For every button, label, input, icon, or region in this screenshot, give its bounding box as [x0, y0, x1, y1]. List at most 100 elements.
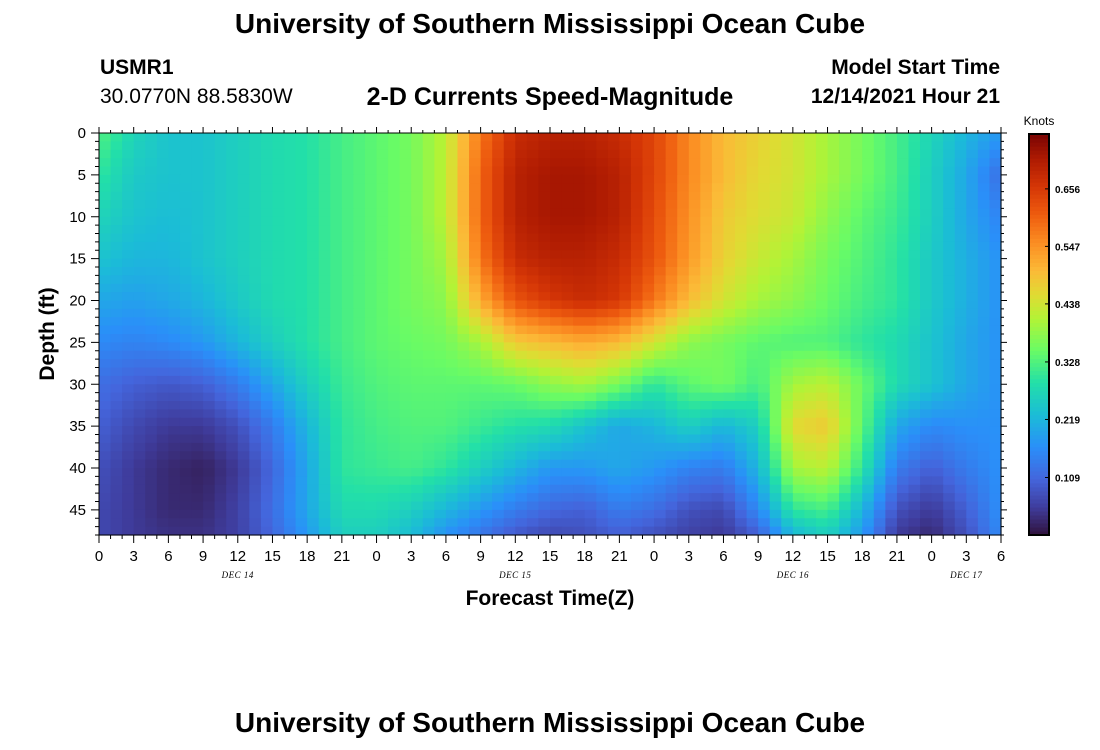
heatmap-cell	[122, 384, 135, 394]
heatmap-cell	[862, 476, 875, 486]
heatmap-cell	[596, 509, 609, 519]
heatmap-cell	[862, 241, 875, 251]
heatmap-cell	[388, 459, 401, 469]
heatmap-cell	[931, 216, 944, 226]
heatmap-cell	[330, 409, 343, 419]
heatmap-cell	[873, 509, 886, 519]
heatmap-cell	[122, 426, 135, 436]
heatmap-cell	[295, 451, 308, 461]
heatmap-cell	[688, 325, 701, 335]
heatmap-cell	[526, 208, 540, 218]
heatmap-cell	[596, 476, 609, 486]
heatmap-cell	[434, 442, 447, 452]
heatmap-cell	[503, 468, 516, 477]
heatmap-cell	[839, 208, 852, 218]
heatmap-cell	[711, 283, 725, 293]
colorbar-swatch	[1029, 382, 1049, 388]
heatmap-cell	[792, 367, 806, 377]
heatmap-cell	[677, 526, 690, 536]
heatmap-cell	[388, 283, 401, 293]
heatmap-cell	[630, 292, 644, 302]
heatmap-cell	[931, 250, 944, 260]
heatmap-cell	[642, 133, 655, 142]
heatmap-cell	[550, 225, 563, 235]
heatmap-cell	[99, 375, 112, 385]
heatmap-cell	[781, 133, 794, 142]
heatmap-cell	[850, 183, 863, 193]
heatmap-cell	[931, 518, 944, 528]
heatmap-cell	[492, 451, 505, 461]
heatmap-cell	[573, 200, 586, 209]
heatmap-cell	[260, 484, 274, 494]
heatmap-cell	[850, 300, 863, 310]
heatmap-cell	[457, 526, 470, 536]
heatmap-cell	[168, 359, 181, 369]
heatmap-cell	[954, 459, 967, 469]
heatmap-cell	[596, 300, 609, 310]
heatmap-cell	[943, 166, 956, 176]
heatmap-cell	[885, 334, 898, 343]
heatmap-cell	[642, 434, 655, 444]
y-tick-label: 45	[69, 502, 86, 519]
heatmap-cell	[156, 459, 169, 469]
heatmap-cell	[480, 501, 493, 511]
heatmap-cell	[226, 409, 239, 419]
heatmap-cell	[353, 225, 366, 235]
heatmap-cell	[966, 200, 979, 209]
heatmap-cell	[977, 401, 991, 410]
heatmap-cell	[434, 392, 447, 402]
heatmap-cell	[503, 334, 516, 343]
heatmap-cell	[677, 158, 690, 168]
heatmap-cell	[746, 442, 759, 452]
heatmap-cell	[688, 141, 701, 151]
heatmap-cell	[272, 141, 285, 151]
heatmap-cell	[469, 493, 482, 503]
heatmap-cell	[122, 375, 135, 385]
heatmap-cell	[492, 133, 505, 142]
heatmap-cell	[827, 275, 840, 285]
heatmap-cell	[122, 401, 135, 410]
heatmap-cell	[619, 250, 632, 260]
heatmap-cell	[943, 476, 956, 486]
heatmap-cell	[226, 493, 239, 503]
heatmap-cell	[746, 476, 759, 486]
heatmap-cell	[977, 174, 991, 184]
heatmap-cell	[989, 501, 1002, 511]
colorbar-label: Knots	[1024, 114, 1055, 128]
heatmap-cell	[989, 526, 1002, 536]
heatmap-cell	[758, 392, 771, 402]
heatmap-cell	[99, 174, 112, 184]
heatmap-cell	[179, 308, 193, 318]
heatmap-cell	[781, 225, 794, 235]
heatmap-cell	[896, 225, 910, 235]
heatmap-cell	[260, 501, 274, 511]
heatmap-cell	[330, 493, 343, 503]
heatmap-cell	[804, 417, 817, 427]
heatmap-cell	[99, 434, 112, 444]
heatmap-cell	[341, 501, 355, 511]
heatmap-cell	[330, 258, 343, 268]
heatmap-cell	[804, 451, 817, 461]
heatmap-cell	[364, 166, 378, 176]
heatmap-cell	[769, 409, 782, 419]
heatmap-cell	[168, 417, 181, 427]
heatmap-cell	[203, 501, 216, 511]
heatmap-cell	[977, 208, 991, 218]
heatmap-cell	[677, 451, 690, 461]
heatmap-cell	[989, 451, 1002, 461]
heatmap-cell	[839, 241, 852, 251]
heatmap-cell	[769, 426, 782, 436]
heatmap-cell	[515, 166, 528, 176]
heatmap-cell	[792, 459, 806, 469]
heatmap-cell	[364, 300, 378, 310]
heatmap-cell	[850, 384, 863, 394]
heatmap-cell	[307, 250, 320, 260]
heatmap-cell	[480, 334, 493, 343]
heatmap-cell	[191, 484, 204, 494]
heatmap-cell	[723, 149, 736, 159]
heatmap-cell	[873, 493, 886, 503]
heatmap-cell	[422, 166, 435, 176]
heatmap-cell	[492, 183, 505, 193]
heatmap-cell	[654, 417, 667, 427]
heatmap-cell	[607, 401, 620, 410]
